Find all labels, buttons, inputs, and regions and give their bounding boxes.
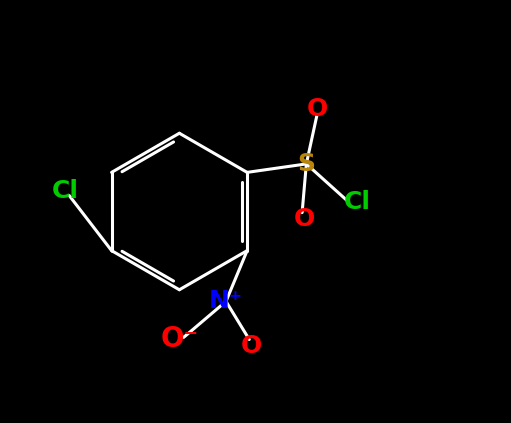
Text: O: O	[294, 207, 315, 231]
Text: S: S	[297, 152, 315, 176]
Text: Cl: Cl	[343, 190, 370, 214]
Text: O: O	[306, 97, 328, 121]
Text: N⁺: N⁺	[209, 289, 243, 313]
Text: O⁻: O⁻	[160, 325, 198, 354]
Text: Cl: Cl	[52, 179, 79, 203]
Text: O: O	[241, 334, 262, 358]
